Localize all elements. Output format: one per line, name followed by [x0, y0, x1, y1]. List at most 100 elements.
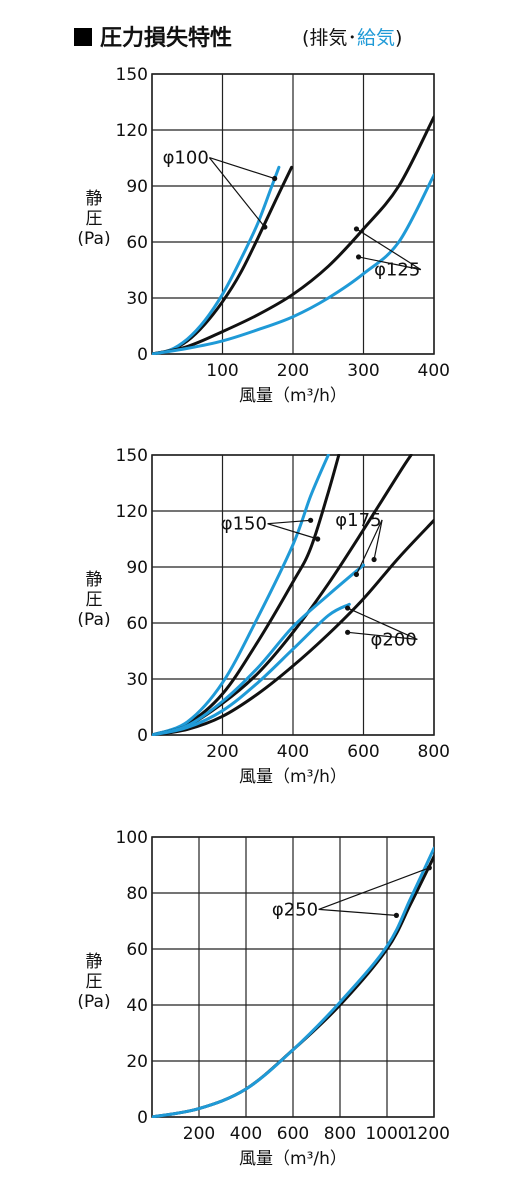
leader-line [373, 519, 383, 560]
leader-line [356, 228, 422, 271]
series-line-exhaust [152, 454, 413, 736]
header: 圧力損失特性 (排気･給気) [74, 20, 504, 56]
plot-frame [151, 836, 435, 1118]
y-tick-label: 90 [126, 558, 148, 578]
annotation-label: φ175 [335, 510, 381, 531]
y-tick-label: 0 [137, 345, 148, 365]
x-axis-label: 風量（m³/h） [239, 1149, 347, 1169]
x-tick-label: 400 [418, 361, 450, 381]
x-tick-label: 400 [277, 742, 309, 762]
series-line-exhaust [152, 518, 434, 736]
leader-dot [393, 912, 399, 918]
y-tick-label: 0 [137, 1108, 148, 1128]
leader-line [355, 519, 383, 575]
y-tick-label: 20 [126, 1052, 148, 1072]
y-tick-label: 0 [137, 726, 148, 746]
separator: ･ [347, 27, 357, 49]
leader-line [318, 867, 430, 910]
y-tick-label: 80 [126, 884, 148, 904]
y-axis-label-line: 静 [86, 570, 103, 590]
series-line-exhaust [152, 454, 341, 736]
leader-dot [272, 175, 278, 182]
y-tick-label: 150 [116, 446, 148, 466]
leader-line [209, 157, 275, 180]
leader-dot [345, 629, 351, 635]
y-axis-label-line: (Pa) [77, 229, 110, 249]
leader-line [208, 157, 266, 228]
y-axis-label-line: (Pa) [77, 610, 110, 630]
x-tick-label: 200 [206, 742, 238, 762]
leader-dot [353, 226, 360, 232]
leader-line [267, 523, 318, 540]
annotation-label: φ200 [371, 629, 417, 650]
subtitle: (排気･給気) [302, 23, 402, 50]
y-axis-label-line: 圧 [86, 972, 103, 992]
leader-dot [426, 865, 432, 871]
x-tick-label: 300 [347, 361, 379, 381]
series-line-supply [152, 454, 330, 736]
x-axis-label: 風量（m³/h） [239, 767, 347, 787]
x-tick-label: 400 [230, 1124, 262, 1144]
y-tick-label: 90 [126, 177, 148, 197]
y-axis-label-line: 圧 [86, 590, 103, 610]
leader-dot [315, 536, 321, 542]
x-tick-label: 800 [324, 1124, 356, 1144]
series-line-supply [152, 846, 434, 1118]
leader-line [358, 256, 421, 271]
leader-dot [308, 517, 314, 523]
x-tick-label: 1200 [407, 1124, 450, 1144]
series-line-exhaust [152, 115, 434, 355]
annotation-label: φ150 [221, 514, 267, 535]
plot-frame [151, 454, 435, 736]
y-tick-label: 150 [116, 65, 148, 85]
chart-1: 0 30 60 90 120 150 100 200 300 400 風量（m³/h） 静圧(Pa) φ… [77, 65, 450, 406]
leader-line [347, 607, 418, 640]
leader-dot [371, 556, 377, 563]
y-axis-label-line: 静 [86, 952, 103, 972]
x-tick-label: 600 [277, 1124, 309, 1144]
leader-line [318, 908, 397, 916]
series-line-supply [152, 563, 365, 736]
leader-dot [353, 571, 360, 578]
supply-label: 給気 [356, 27, 395, 49]
y-tick-label: 60 [126, 233, 148, 253]
annotation-label: φ125 [374, 260, 420, 281]
page-title: 圧力損失特性 [74, 20, 232, 52]
series-line-supply [152, 165, 281, 355]
leader-dot [262, 224, 268, 230]
exhaust-label: 排気 [309, 27, 348, 49]
paren-close: ) [394, 27, 403, 49]
y-tick-label: 120 [116, 502, 148, 522]
y-tick-label: 40 [126, 996, 148, 1016]
y-axis-label-line: 静 [86, 189, 103, 209]
y-tick-label: 30 [126, 289, 148, 309]
leader-line [347, 631, 418, 640]
series-line-supply [152, 173, 434, 355]
page-title-text: 圧力損失特性 [100, 26, 233, 51]
leader-dot [345, 605, 351, 611]
annotation-label: φ100 [163, 148, 209, 169]
y-tick-label: 60 [126, 614, 148, 634]
y-tick-label: 30 [126, 670, 148, 690]
x-tick-label: 100 [206, 361, 238, 381]
leader-dot [355, 254, 362, 260]
x-tick-label: 1000 [365, 1124, 408, 1144]
plot-frame [151, 73, 435, 355]
y-tick-label: 120 [116, 121, 148, 141]
annotation-label: φ250 [272, 899, 318, 920]
x-tick-label: 600 [347, 742, 379, 762]
series-line-supply [152, 602, 351, 736]
y-tick-label: 100 [116, 828, 148, 848]
x-tick-label: 800 [418, 742, 450, 762]
y-axis-label-line: 圧 [86, 209, 103, 229]
x-tick-label: 200 [183, 1124, 215, 1144]
x-axis-label: 風量（m³/h） [239, 386, 347, 406]
leader-line [267, 519, 311, 525]
square-bullet-icon [74, 28, 92, 46]
paren-open: ( [302, 27, 310, 49]
y-axis-label-line: (Pa) [77, 992, 110, 1012]
x-tick-label: 200 [277, 361, 309, 381]
chart-2: 0 30 60 90 120 150 200 400 600 800 風量（m³/h） 静圧(Pa) φ… [77, 446, 450, 787]
y-tick-label: 60 [126, 940, 148, 960]
